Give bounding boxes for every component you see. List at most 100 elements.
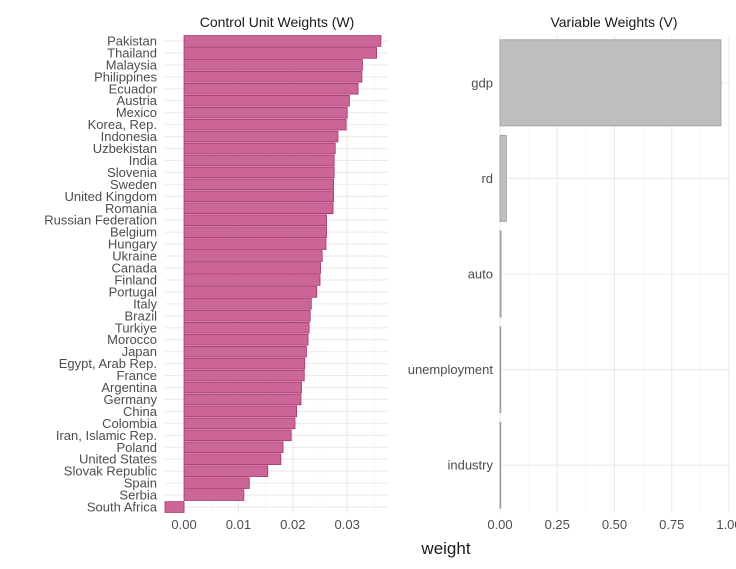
bar-poland xyxy=(183,441,284,454)
category-label-russian-federation: Russian Federation xyxy=(44,213,157,228)
bar-rd xyxy=(499,134,507,222)
bar-hungary xyxy=(183,238,327,250)
bar-argentina xyxy=(183,381,302,394)
bar-sweden xyxy=(183,178,335,191)
category-label-ecuador: Ecuador xyxy=(109,81,158,96)
category-label-ukraine: Ukraine xyxy=(112,249,157,264)
bar-portugal xyxy=(183,286,318,298)
category-label-turkiye: Turkiye xyxy=(115,320,157,335)
tick-label-right-0: 0.00 xyxy=(487,517,512,532)
bars-right xyxy=(499,39,722,509)
bar-auto xyxy=(499,230,502,318)
tick-label-right-2: 0.50 xyxy=(602,517,627,532)
bar-spain xyxy=(183,477,250,489)
category-label-auto: auto xyxy=(468,267,493,282)
tick-labels-right: 0.00 0.25 0.50 0.75 1.00 xyxy=(487,517,736,532)
category-label-pakistan: Pakistan xyxy=(107,33,157,48)
bar-iran-islamic-rep xyxy=(183,429,292,442)
category-label-china: China xyxy=(123,404,158,419)
category-label-united-states: United States xyxy=(79,452,158,467)
bar-austria xyxy=(183,94,350,107)
category-label-slovenia: Slovenia xyxy=(107,165,158,180)
panel-variable-weights: Variable Weights (V) gdp rd auto unemployme… xyxy=(408,14,736,532)
category-label-colombia: Colombia xyxy=(102,416,158,431)
bar-ecuador xyxy=(183,82,359,95)
category-label-brazil: Brazil xyxy=(124,308,157,323)
bar-india xyxy=(183,154,335,167)
tick-label-left-1: 0.01 xyxy=(226,517,251,532)
gridlines-left xyxy=(165,35,388,513)
category-label-malaysia: Malaysia xyxy=(106,57,158,72)
bar-china xyxy=(183,405,298,418)
bar-korea-rep xyxy=(183,118,347,131)
category-label-belgium: Belgium xyxy=(110,225,157,240)
category-label-unemployment: unemployment xyxy=(408,362,494,377)
bar-romania xyxy=(183,202,334,215)
category-label-serbia: Serbia xyxy=(119,488,157,503)
panel-title-control-unit-weights: Control Unit Weights (W) xyxy=(200,14,355,30)
category-label-iran-islamic-rep: Iran, Islamic Rep. xyxy=(56,428,157,443)
bar-belgium xyxy=(183,226,327,238)
category-label-portugal: Portugal xyxy=(109,284,158,299)
category-labels-right: gdp rd auto unemployment industry xyxy=(408,75,494,472)
category-label-italy: Italy xyxy=(133,296,157,311)
tick-label-right-4: 1.00 xyxy=(716,517,736,532)
x-axis-title: weight xyxy=(420,539,470,558)
bar-malaysia xyxy=(183,59,363,71)
category-label-sweden: Sweden xyxy=(110,177,157,192)
bar-slovak-republic xyxy=(183,465,269,477)
bar-united-kingdom xyxy=(183,190,335,203)
bar-italy xyxy=(183,298,312,310)
bar-indonesia xyxy=(183,130,339,143)
category-label-germany: Germany xyxy=(104,392,158,407)
category-label-poland: Poland xyxy=(117,440,157,455)
category-label-mexico: Mexico xyxy=(116,105,157,120)
bar-pakistan xyxy=(183,35,382,47)
bar-colombia xyxy=(183,417,296,430)
bar-philippines xyxy=(183,71,363,83)
bar-egypt-arab-rep xyxy=(183,357,306,370)
bar-gdp xyxy=(499,39,722,127)
bar-ukraine xyxy=(183,250,323,262)
category-label-philippines: Philippines xyxy=(94,69,157,84)
category-label-spain: Spain xyxy=(124,476,157,491)
category-labels-left: PakistanThailandMalaysiaPhilippinesEcuad… xyxy=(44,33,158,514)
tick-label-right-1: 0.25 xyxy=(545,517,570,532)
tick-labels-left: 0.00 0.01 0.02 0.03 xyxy=(171,517,359,532)
category-label-austria: Austria xyxy=(117,93,158,108)
category-label-industry: industry xyxy=(447,458,493,473)
category-label-japan: Japan xyxy=(122,344,157,359)
bar-thailand xyxy=(183,47,377,59)
tick-label-left-2: 0.02 xyxy=(280,517,305,532)
bar-uzbekistan xyxy=(183,142,336,155)
category-label-egypt-arab-rep: Egypt, Arab Rep. xyxy=(59,356,157,371)
category-label-rd: rd xyxy=(481,171,493,186)
category-label-slovak-republic: Slovak Republic xyxy=(64,464,158,479)
bar-south-africa xyxy=(164,501,185,513)
bar-morocco xyxy=(183,333,309,346)
category-label-france: France xyxy=(117,368,157,383)
tick-label-left-0: 0.00 xyxy=(171,517,196,532)
bar-unemployment xyxy=(499,326,502,414)
bar-brazil xyxy=(183,310,311,322)
category-label-india: India xyxy=(129,153,158,168)
bar-turkiye xyxy=(183,321,310,334)
category-label-indonesia: Indonesia xyxy=(101,129,158,144)
category-label-hungary: Hungary xyxy=(108,237,158,252)
category-label-united-kingdom: United Kingdom xyxy=(65,189,158,204)
panel-control-unit-weights: Control Unit Weights (W) PakistanThailan… xyxy=(44,14,388,532)
bar-russian-federation xyxy=(183,214,327,227)
bar-mexico xyxy=(183,106,348,119)
category-label-south-africa: South Africa xyxy=(87,500,158,515)
category-label-gdp: gdp xyxy=(471,75,493,90)
category-label-canada: Canada xyxy=(111,261,157,276)
category-label-korea-rep: Korea, Rep. xyxy=(88,117,157,132)
bar-canada xyxy=(183,262,321,274)
bar-slovenia xyxy=(183,166,335,179)
bar-united-states xyxy=(183,453,282,466)
tick-label-left-3: 0.03 xyxy=(335,517,360,532)
bar-japan xyxy=(183,345,307,358)
bar-finland xyxy=(183,274,321,286)
